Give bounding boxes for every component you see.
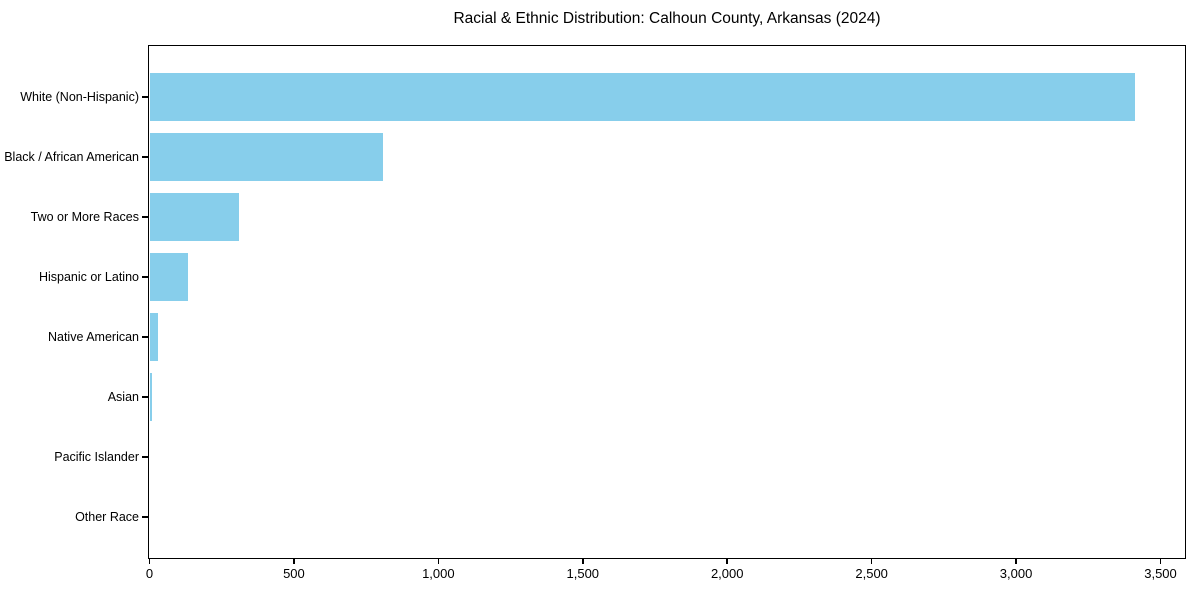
bar-asian: [149, 373, 153, 421]
y-tick-label: Asian: [107, 390, 139, 404]
y-tick-label: Other Race: [75, 510, 139, 524]
x-axis-tick: [1015, 559, 1017, 564]
y-axis-tick: [142, 456, 148, 458]
x-axis-tick: [870, 559, 873, 564]
bar-black-african-american: [149, 133, 384, 181]
y-axis-tick: [142, 516, 148, 518]
y-tick-label: Native American: [47, 330, 139, 344]
bar-hispanic-or-latino: [149, 253, 189, 301]
y-tick-label: Hispanic or Latino: [38, 270, 139, 284]
x-axis-tick: [437, 559, 440, 564]
y-axis-tick: [142, 216, 148, 218]
x-tick-label: 1,500: [566, 566, 600, 581]
x-axis-tick: [148, 559, 151, 564]
y-axis-tick: [142, 396, 148, 398]
x-tick-label: 3,500: [1144, 566, 1177, 581]
x-tick-label: 1,000: [422, 566, 455, 581]
y-tick-label: Two or More Races: [30, 210, 139, 224]
bar-two-or-more-races: [149, 193, 240, 241]
bar-native-american: [149, 313, 159, 361]
x-tick-label: 2,500: [855, 566, 888, 581]
x-axis-tick: [726, 559, 728, 564]
y-axis-tick: [142, 156, 148, 158]
y-tick-label: Black / African American: [4, 150, 139, 164]
y-tick-label: Pacific Islander: [54, 450, 139, 464]
x-tick-label: 500: [283, 566, 305, 581]
y-tick-label: White (Non-Hispanic): [20, 90, 139, 104]
x-tick-label: 0: [145, 566, 154, 581]
plot-area: [148, 45, 1186, 559]
y-axis-tick: [142, 336, 148, 338]
y-axis-tick: [142, 276, 148, 278]
x-axis-tick: [582, 559, 584, 564]
bar-white-non-hispanic: [149, 73, 1135, 121]
x-axis-tick: [293, 559, 295, 564]
x-axis-tick: [1159, 559, 1162, 564]
x-tick-label: 3,000: [999, 566, 1033, 581]
chart-title: Racial & Ethnic Distribution: Calhoun Co…: [453, 10, 881, 27]
y-axis-tick: [142, 96, 148, 98]
x-tick-label: 2,000: [710, 566, 744, 581]
